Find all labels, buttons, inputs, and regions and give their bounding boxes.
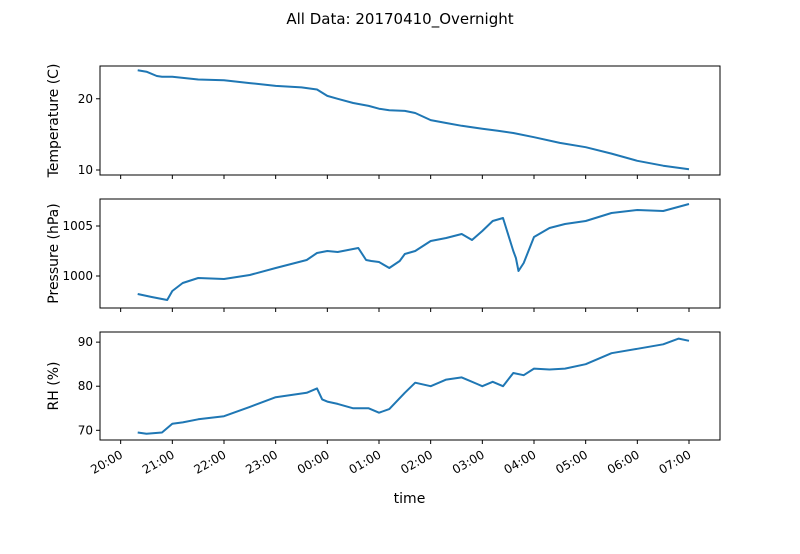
y-tick-label-2: 1005 — [62, 219, 93, 233]
x-axis-label: time — [394, 491, 426, 507]
x-tick-label: 00:00 — [295, 447, 332, 476]
axes-frame-1 — [99, 65, 721, 176]
y-tick-label-3: 90 — [78, 335, 93, 349]
y-tick-label-2: 1000 — [62, 269, 93, 283]
x-tick-label: 06:00 — [605, 447, 642, 476]
y-axis-label-2: Pressure (hPa) — [46, 203, 62, 303]
x-tick-label: 01:00 — [347, 447, 384, 476]
y-tick-label-1: 10 — [78, 163, 93, 177]
y-tick-label-3: 80 — [78, 379, 93, 393]
axes-frame-3 — [99, 331, 721, 441]
x-tick-label: 20:00 — [88, 447, 125, 476]
x-tick-label: 02:00 — [398, 447, 435, 476]
x-tick-label: 07:00 — [657, 447, 694, 476]
series-line-3 — [137, 337, 690, 435]
x-tick-label: 05:00 — [553, 447, 590, 476]
x-tick-label: 03:00 — [450, 447, 487, 476]
x-tick-label: 23:00 — [243, 447, 280, 476]
y-axis-label-3: RH (%) — [46, 362, 62, 411]
x-tick-label: 04:00 — [502, 447, 539, 476]
axes-frame-2 — [99, 198, 721, 309]
y-axis-label-1: Temperature (C) — [46, 64, 62, 179]
x-tick-label: 22:00 — [192, 447, 229, 476]
y-tick-label-3: 70 — [78, 423, 93, 437]
x-tick-label: 21:00 — [140, 447, 177, 476]
series-line-1 — [137, 69, 690, 171]
y-tick-label-1: 20 — [78, 92, 93, 106]
series-line-2 — [137, 203, 690, 301]
chart-title: All Data: 20170410_Overnight — [286, 10, 513, 29]
